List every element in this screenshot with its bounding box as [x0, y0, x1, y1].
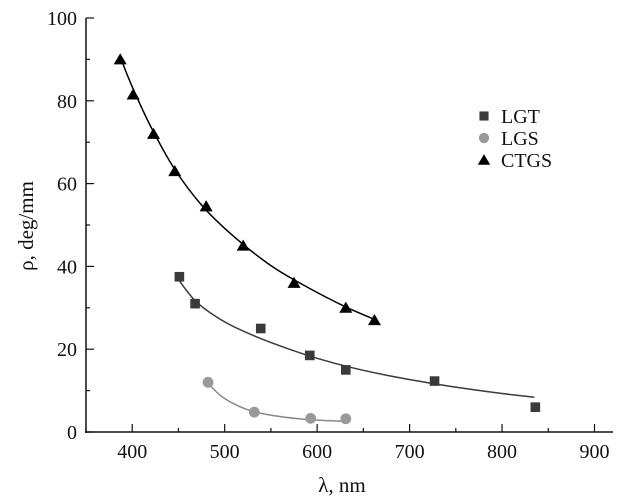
- data-point-lgs: [340, 413, 352, 425]
- y-tick-label: 80: [57, 91, 77, 113]
- x-tick-label: 600: [302, 441, 332, 463]
- x-tick-label: 400: [117, 441, 147, 463]
- data-point-ctgs: [367, 314, 381, 326]
- y-tick-label: 20: [57, 339, 77, 361]
- fit-curve-ctgs: [119, 56, 375, 321]
- y-axis-label: ρ, deg/mm: [14, 181, 38, 271]
- data-point-lgt: [174, 271, 185, 282]
- legend-label-lgt: LGT: [501, 106, 540, 128]
- data-point-ctgs: [113, 53, 127, 65]
- data-point-lgt: [304, 350, 315, 361]
- x-tick-label: 500: [210, 441, 240, 463]
- legend-label-lgs: LGS: [501, 128, 539, 150]
- y-tick-label: 60: [57, 174, 77, 196]
- fit-curves: [119, 56, 535, 422]
- fit-curve-lgs: [207, 382, 345, 422]
- legend-marker-lgs: [478, 132, 490, 144]
- data-point-lgt: [429, 376, 440, 386]
- data-point-ctgs: [199, 200, 213, 212]
- data-points: [113, 53, 541, 425]
- x-tick-label: 700: [395, 441, 425, 463]
- data-point-lgs: [202, 376, 214, 388]
- legend-marker-lgt: [479, 111, 489, 121]
- data-point-ctgs: [236, 239, 250, 251]
- data-point-lgt: [530, 402, 541, 412]
- data-point-lgs: [305, 412, 317, 424]
- data-point-ctgs: [168, 164, 182, 177]
- legend-marker-ctgs: [477, 154, 491, 165]
- data-point-ctgs: [339, 301, 353, 313]
- y-tick-label: 100: [47, 8, 77, 30]
- x-tick-label: 800: [487, 441, 517, 463]
- data-point-lgt: [341, 365, 351, 375]
- data-point-ctgs: [126, 88, 140, 100]
- data-point-lgs: [248, 406, 260, 418]
- data-point-ctgs: [146, 127, 161, 139]
- data-point-lgt: [190, 298, 200, 309]
- y-tick-label: 0: [67, 422, 77, 444]
- fit-curve-lgt: [178, 280, 535, 398]
- x-tick-label: 900: [580, 441, 610, 463]
- data-point-lgt: [255, 323, 266, 334]
- y-tick-label: 40: [57, 256, 77, 278]
- legend-label-ctgs: CTGS: [501, 150, 552, 172]
- x-axis-label: λ, nm: [318, 473, 366, 497]
- data-point-ctgs: [287, 276, 301, 288]
- axes: 400 500 600 700 800 900 0 20 40 60 80 100: [47, 8, 613, 463]
